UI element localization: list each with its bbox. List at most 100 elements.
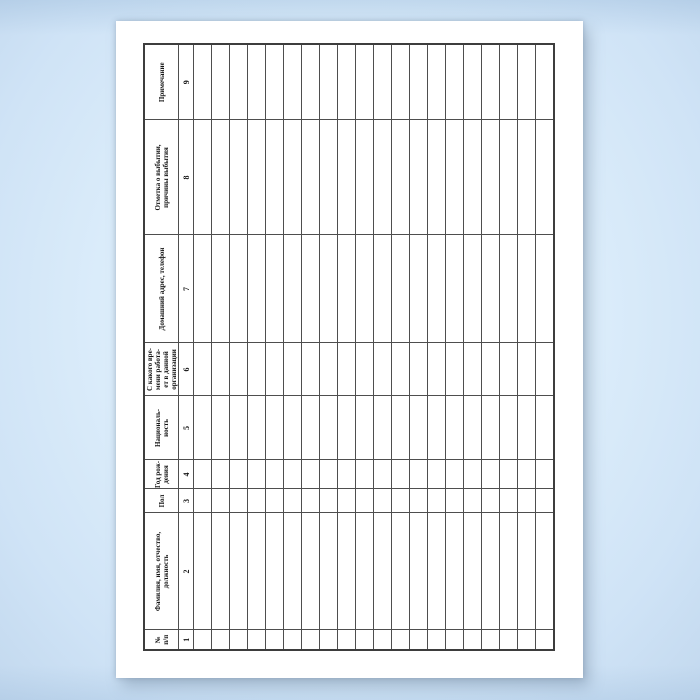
data-cell — [517, 343, 536, 396]
data-cell — [211, 343, 230, 396]
empty-data-row — [409, 44, 428, 650]
journal-head: № п/п Фамилия, имя, отчество, должность Пол Г… — [144, 44, 194, 650]
data-cell — [283, 120, 302, 235]
data-cell — [211, 120, 230, 235]
data-cell — [337, 120, 356, 235]
journal-table: № п/п Фамилия, имя, отчество, должность Пол Г… — [143, 43, 555, 651]
data-cell — [319, 630, 338, 650]
data-cell — [301, 235, 320, 343]
data-cell — [247, 120, 266, 235]
header-line: ность — [161, 419, 170, 437]
header-line: Националь- — [153, 408, 162, 448]
header-cell-6: С какого вре-мени работа-ет в данной орга… — [144, 343, 179, 396]
data-cell — [499, 460, 518, 489]
number-cell-8: 8 — [178, 120, 194, 235]
data-cell — [229, 120, 248, 235]
data-cell — [517, 489, 536, 513]
empty-data-row — [517, 44, 536, 650]
data-cell — [337, 396, 356, 460]
data-cell — [445, 44, 464, 120]
data-cell — [319, 489, 338, 513]
document-page: № п/п Фамилия, имя, отчество, должность Пол Г… — [116, 21, 583, 678]
data-cell — [481, 630, 500, 650]
header-line: п/п — [161, 634, 170, 645]
data-cell — [247, 513, 266, 630]
header-line: № — [153, 636, 162, 644]
data-cell — [373, 513, 392, 630]
empty-data-row — [535, 44, 554, 650]
data-cell — [409, 630, 428, 650]
journal-body — [193, 44, 554, 650]
data-cell — [283, 630, 302, 650]
data-cell — [193, 489, 212, 513]
header-line: Пол — [157, 494, 166, 508]
data-cell — [337, 235, 356, 343]
empty-data-row — [445, 44, 464, 650]
header-cell-9: Примечание — [144, 44, 179, 120]
data-cell — [427, 343, 446, 396]
header-line: Примечание — [157, 62, 166, 103]
data-cell — [283, 396, 302, 460]
header-row: № п/п Фамилия, имя, отчество, должность Пол Г… — [144, 44, 179, 650]
data-cell — [319, 513, 338, 630]
data-cell — [535, 513, 554, 630]
number-cell-3: 3 — [178, 489, 194, 513]
data-cell — [283, 343, 302, 396]
data-cell — [301, 120, 320, 235]
data-cell — [211, 396, 230, 460]
data-cell — [247, 489, 266, 513]
data-cell — [391, 489, 410, 513]
empty-data-row — [283, 44, 302, 650]
header-line: организации — [169, 349, 178, 390]
empty-data-row — [337, 44, 356, 650]
data-cell — [229, 343, 248, 396]
data-cell — [283, 235, 302, 343]
data-cell — [391, 630, 410, 650]
header-line: Фамилия, имя, отчество, — [153, 531, 162, 612]
data-cell — [265, 630, 284, 650]
data-cell — [247, 630, 266, 650]
data-cell — [481, 396, 500, 460]
data-cell — [265, 235, 284, 343]
data-cell — [265, 513, 284, 630]
data-cell — [229, 235, 248, 343]
empty-data-row — [247, 44, 266, 650]
data-cell — [319, 343, 338, 396]
data-cell — [499, 44, 518, 120]
data-cell — [247, 235, 266, 343]
data-cell — [463, 343, 482, 396]
data-cell — [535, 460, 554, 489]
data-cell — [499, 489, 518, 513]
data-cell — [409, 120, 428, 235]
data-cell — [535, 396, 554, 460]
data-cell — [301, 396, 320, 460]
data-cell — [427, 489, 446, 513]
empty-data-row — [499, 44, 518, 650]
header-line: дения — [161, 465, 170, 484]
data-cell — [481, 489, 500, 513]
data-cell — [193, 513, 212, 630]
empty-data-row — [427, 44, 446, 650]
header-cell-5: Националь-ность — [144, 396, 179, 460]
data-cell — [265, 489, 284, 513]
data-cell — [355, 630, 374, 650]
data-cell — [355, 120, 374, 235]
data-cell — [211, 513, 230, 630]
data-cell — [517, 235, 536, 343]
data-cell — [427, 513, 446, 630]
number-cell-4: 4 — [178, 460, 194, 489]
data-cell — [517, 460, 536, 489]
data-cell — [193, 630, 212, 650]
data-cell — [499, 343, 518, 396]
data-cell — [535, 630, 554, 650]
data-cell — [193, 343, 212, 396]
data-cell — [211, 489, 230, 513]
data-cell — [391, 120, 410, 235]
data-cell — [337, 343, 356, 396]
data-cell — [319, 235, 338, 343]
data-cell — [337, 460, 356, 489]
data-cell — [373, 235, 392, 343]
data-cell — [355, 513, 374, 630]
data-cell — [481, 513, 500, 630]
